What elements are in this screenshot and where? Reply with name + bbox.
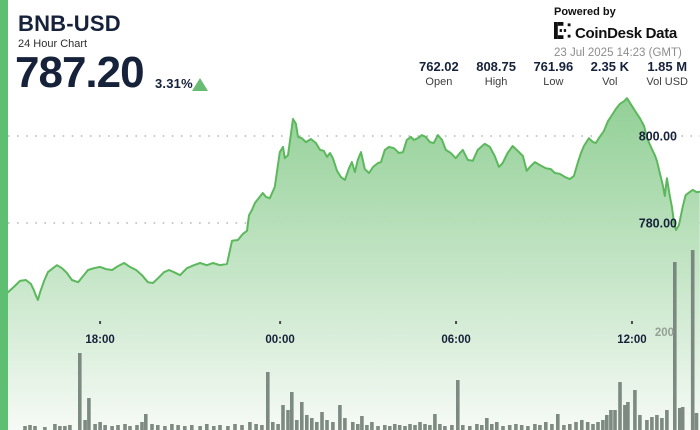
stat-value: 762.02 (419, 59, 459, 74)
stat-vol-usd: 1.85 M Vol USD (646, 59, 688, 88)
price-line (7, 97, 700, 301)
stat-high: 808.75 High (476, 59, 516, 88)
stat-vol: 2.35 K Vol (591, 59, 629, 88)
price-area (8, 98, 700, 430)
stat-label: Vol USD (646, 76, 688, 88)
timestamp: 23 Jul 2025 14:23 (GMT) (554, 47, 682, 59)
coindesk-logo-icon (554, 22, 571, 44)
stats-row: 762.02 Open 808.75 High 761.96 Low 2.35 K Vol 1.… (419, 59, 688, 88)
svg-text:800.00: 800.00 (639, 130, 677, 144)
stat-label: Vol (602, 76, 618, 88)
brand-name: CoinDesk Data (575, 24, 677, 42)
branding-block: Powered by CoinDesk Data 23 Jul 2025 14:… (554, 6, 684, 59)
stat-label: Low (543, 76, 564, 88)
change-percent: 3.31% (155, 76, 193, 91)
svg-text:12:00: 12:00 (617, 334, 646, 346)
stat-value: 761.96 (533, 59, 574, 74)
page-title: BNB-USD (18, 11, 121, 36)
svg-text:18:00: 18:00 (85, 334, 114, 346)
svg-text:00:00: 00:00 (265, 334, 294, 346)
y-axis-labels: 800.00 780.00 (639, 130, 677, 231)
stat-open: 762.02 Open (419, 59, 459, 88)
x-axis-labels: 18:00 00:00 06:00 12:00 (85, 321, 647, 346)
volume-axis-label: 200 (655, 327, 674, 339)
stat-value: 1.85 M (647, 59, 688, 74)
svg-text:780.00: 780.00 (639, 217, 677, 231)
powered-by-label: Powered by (554, 6, 616, 18)
chart-subtitle: 24 Hour Chart (18, 38, 88, 50)
svg-text:06:00: 06:00 (441, 334, 470, 346)
current-price: 787.20 (15, 48, 145, 97)
stat-value: 2.35 K (590, 59, 629, 74)
stat-label: Open (425, 76, 453, 88)
accent-stripe (0, 0, 8, 430)
coindesk-brand-link[interactable]: CoinDesk Data (554, 22, 684, 44)
stat-label: High (484, 76, 508, 88)
stat-value: 808.75 (476, 59, 516, 74)
volume-bars (23, 250, 699, 430)
stat-low: 761.96 Low (533, 59, 573, 88)
up-arrow-icon (192, 78, 208, 91)
